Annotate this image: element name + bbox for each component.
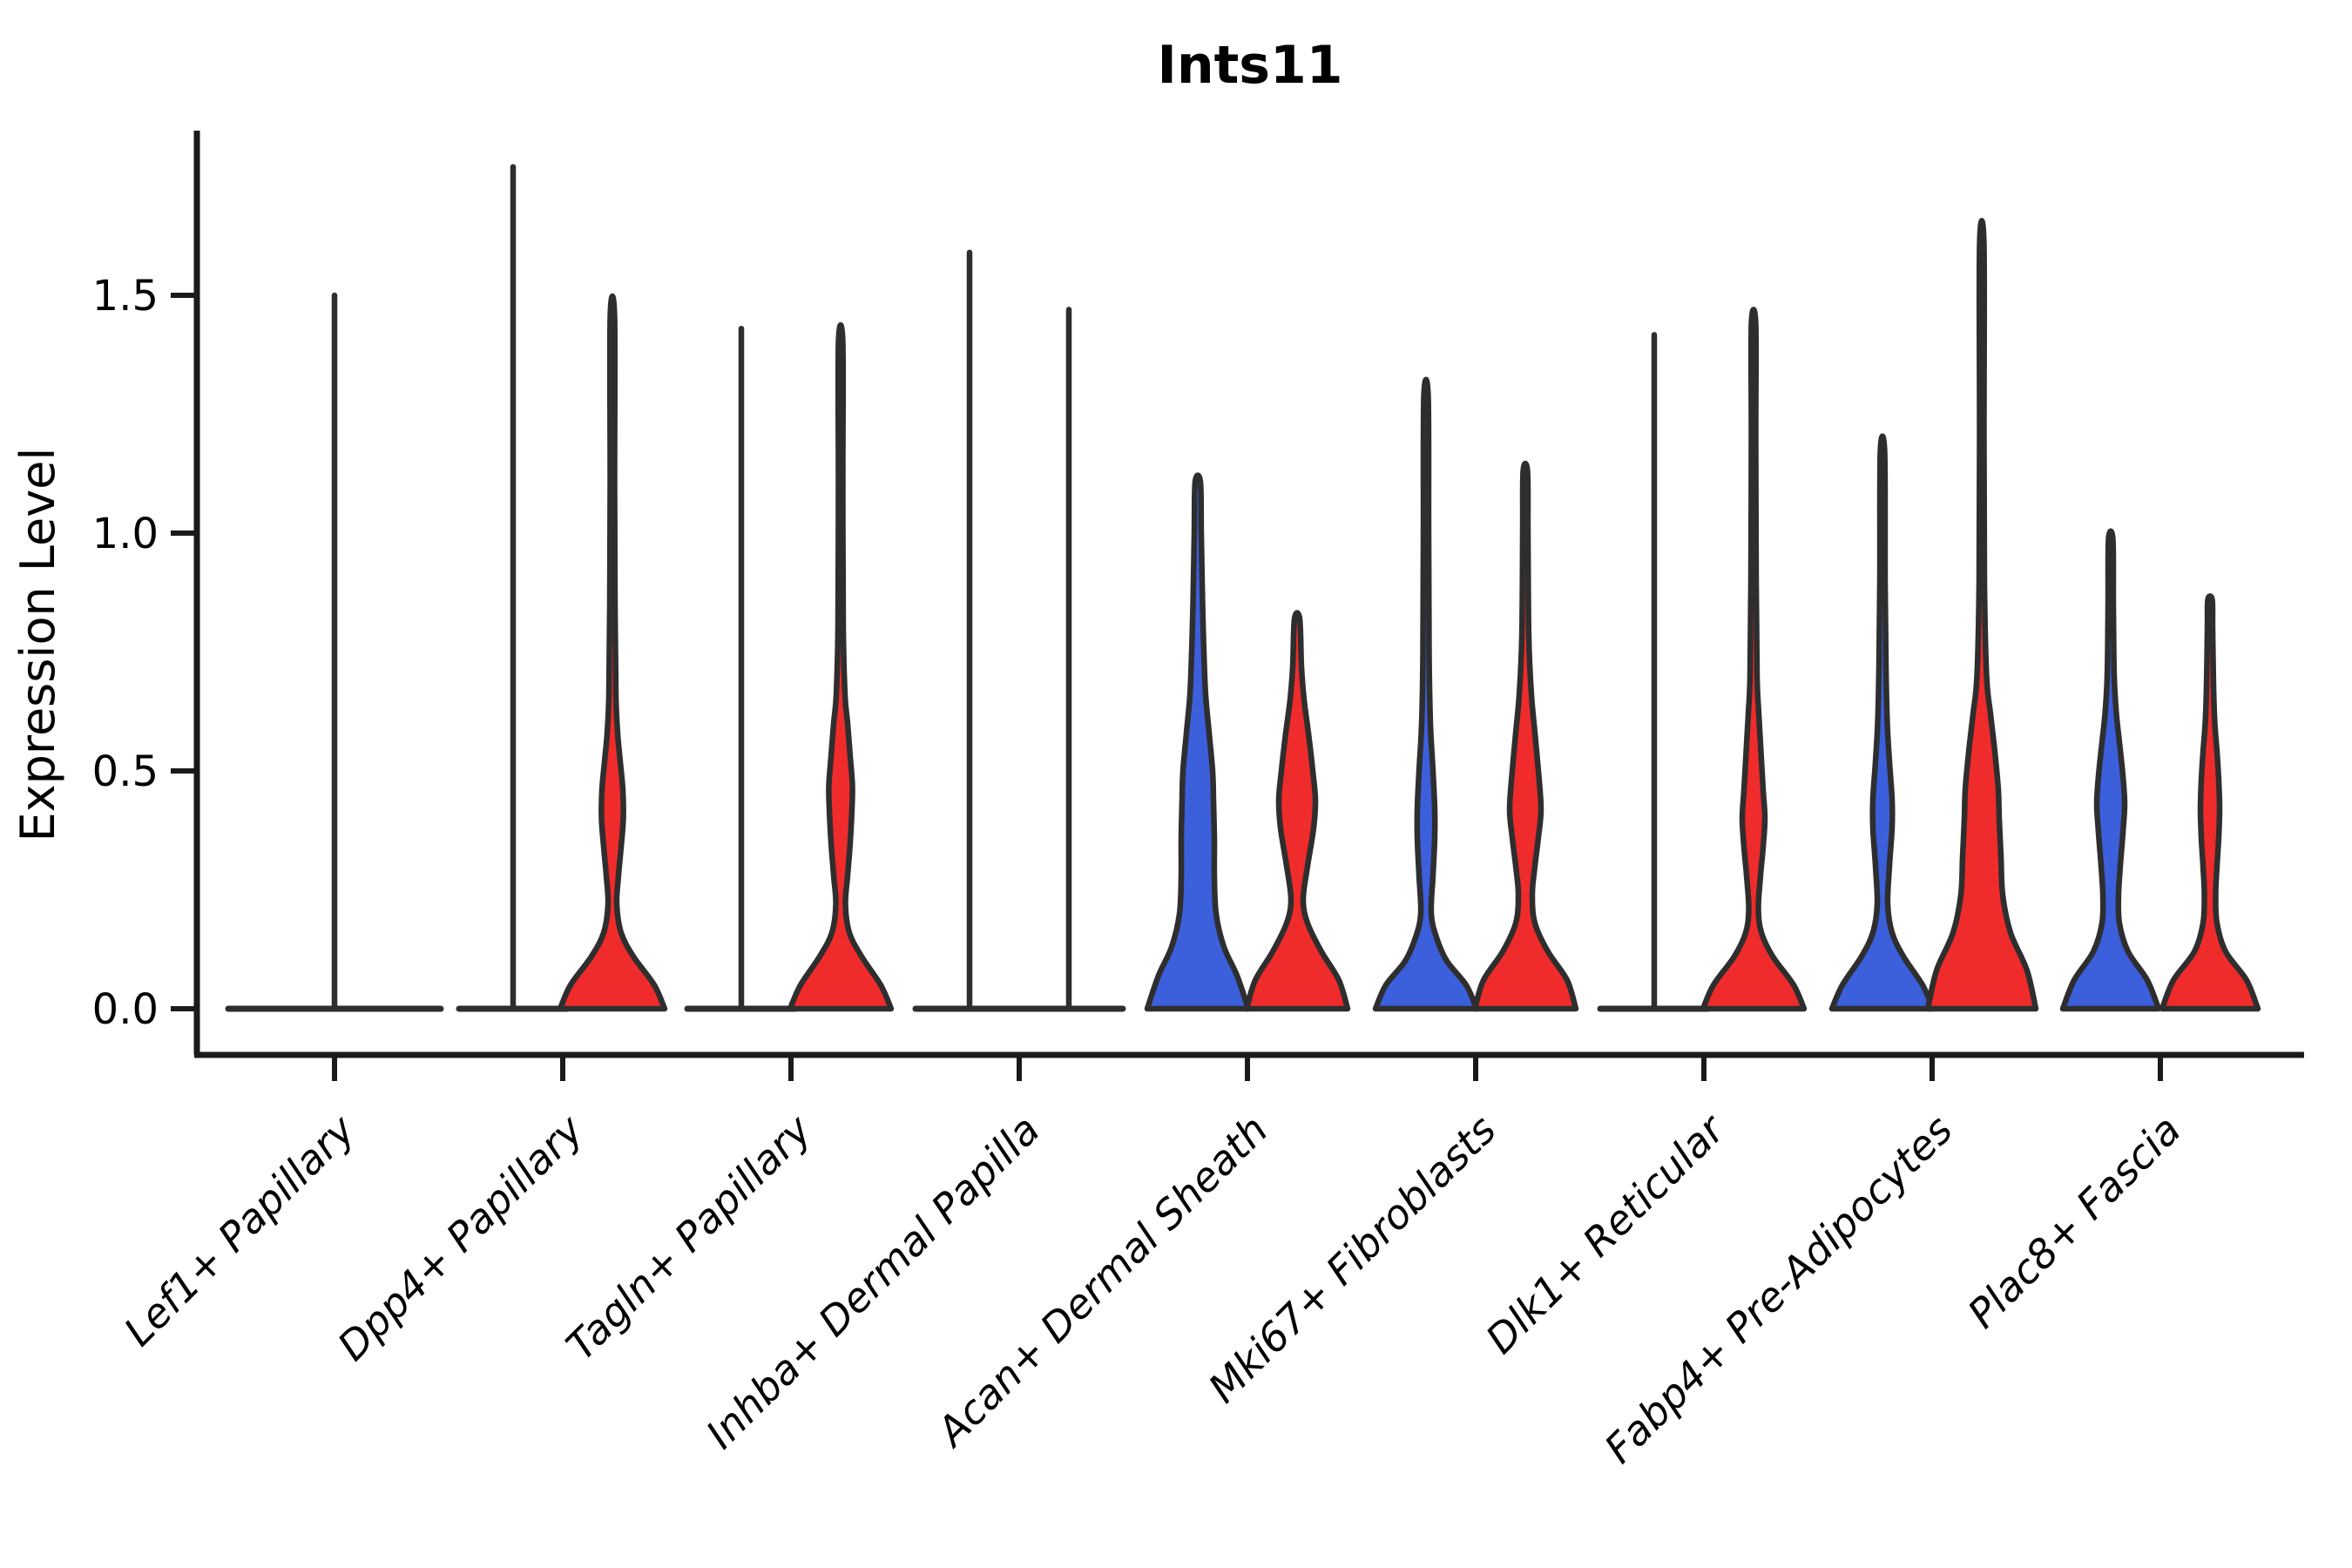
violin-Fabp4+ Pre-Adipocytes-blue [1828,433,1936,1012]
y-tick-label-1: 0.5 [92,747,159,796]
violin-Tagln+ Papillary-blue [684,325,799,1012]
violin-Acan+ Dermal Sheath-red [1243,610,1351,1012]
violin-body [1828,433,1936,1012]
x-tick-label-1: Dpp4+ Papillary [328,1105,592,1369]
violin-Dlk1+ Reticular-blue [1597,332,1712,1012]
violin-Inhba+ Dermal Papilla-blue [912,249,1027,1012]
violin-body [1372,376,1480,1012]
violin-Plac8+ Fascia-red [2159,593,2261,1012]
x-tick-label-8: Plac8+ Fascia [1958,1106,2189,1337]
violin-Acan+ Dermal Sheath-blue [1144,472,1252,1012]
violin-Dlk1+ Reticular-red [1700,307,1808,1012]
violin-body [557,293,668,1012]
x-tick-label-2: Tagln+ Papillary [557,1105,821,1369]
violin-Lef1+ Papillary-single [225,292,444,1012]
violin-Fabp4+ Pre-Adipocytes-red [1924,218,2039,1012]
violin-Mki67+ Fibroblasts-red [1471,460,1579,1012]
chart-title: Ints11 [1158,35,1343,96]
violin-body [787,321,895,1012]
violin-Mki67+ Fibroblasts-blue [1372,376,1480,1012]
y-tick-label-0: 0.0 [92,985,159,1034]
violin-Plac8+ Fascia-blue [2059,528,2162,1012]
violin-Inhba+ Dermal Papilla-red [1011,307,1126,1012]
violin-body [2059,528,2162,1012]
violins-layer [225,164,2261,1012]
violin-Tagln+ Papillary-red [787,321,895,1012]
y-tick-label-2: 1.0 [92,510,159,558]
violin-body [1471,460,1579,1012]
x-tick-label-0: Lef1+ Papillary [115,1105,364,1355]
x-tick-label-6: Dlk1+ Reticular [1477,1104,1735,1362]
y-axis-label: Expression Level [10,448,65,842]
violin-body [1243,610,1351,1012]
violin-Dpp4+ Papillary-red [557,293,668,1012]
violin-body [1700,307,1808,1012]
violin-Dpp4+ Papillary-blue [456,164,571,1012]
violin-body [2159,593,2261,1012]
violin-body [1924,218,2039,1012]
violin-body [1144,472,1252,1012]
y-tick-label-3: 1.5 [92,272,159,321]
